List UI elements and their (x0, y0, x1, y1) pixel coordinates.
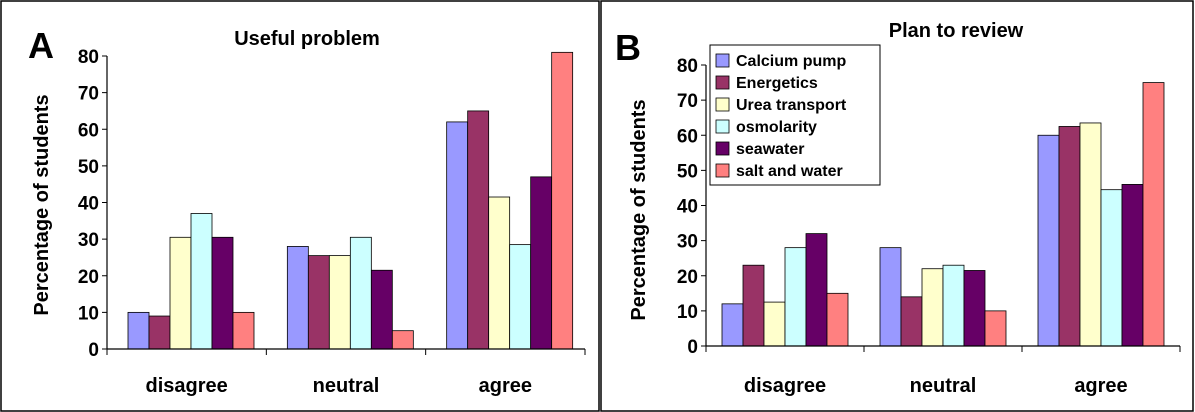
bar-b-disagree-4 (805, 233, 828, 347)
x-category-label-a: agree (479, 375, 532, 397)
legend-label-b-1: Energetics (736, 75, 818, 92)
bar-b-agree-4 (1121, 184, 1144, 347)
bar-a-agree-4 (530, 176, 553, 350)
y-tick-label-b: 10 (677, 302, 698, 323)
bar-a-agree-5 (551, 51, 574, 350)
y-tick-label-a: 80 (78, 47, 99, 68)
x-category-label-a: disagree (146, 375, 228, 397)
x-category-label-b: disagree (744, 375, 826, 397)
bar-a-disagree-2 (169, 236, 192, 350)
legend-b: Calcium pump Energetics Urea transport osmo… (709, 44, 881, 186)
y-tick-label-b: 40 (677, 197, 698, 218)
bar-b-disagree-3 (784, 247, 807, 347)
y-tick-label-b: 50 (677, 161, 698, 182)
bar-b-agree-0 (1037, 134, 1060, 347)
x-category-label-b: neutral (910, 375, 977, 397)
y-tick-label-a: 40 (78, 194, 99, 215)
bar-b-agree-1 (1058, 126, 1081, 347)
chart-panel-a: A Useful problem Percentage of students … (0, 0, 600, 412)
bar-a-disagree-3 (190, 213, 213, 350)
bar-b-agree-3 (1100, 189, 1123, 347)
chart-title-b: Plan to review (889, 20, 1024, 42)
bar-b-agree-2 (1079, 122, 1102, 347)
bar-a-neutral-4 (370, 269, 393, 350)
bar-a-disagree-1 (148, 315, 171, 350)
legend-label-b-3: osmolarity (736, 119, 817, 136)
y-axis-label-b: Percentage of students (628, 99, 650, 320)
y-tick-label-b: 30 (677, 232, 698, 253)
bar-a-agree-1 (467, 110, 490, 350)
legend-swatch-b-5 (715, 163, 730, 178)
bar-b-neutral-1 (900, 296, 923, 347)
y-tick-label-b: 70 (677, 91, 698, 112)
bar-a-disagree-5 (232, 311, 255, 350)
bar-b-agree-5 (1142, 82, 1165, 347)
y-tick-label-b: 20 (677, 267, 698, 288)
legend-label-b-5: salt and water (736, 163, 843, 180)
legend-swatch-b-1 (715, 75, 730, 90)
bar-b-disagree-5 (826, 292, 849, 347)
y-tick-label-a: 10 (78, 303, 99, 324)
plot-area-b: 0 10 20 30 40 50 60 70 80 disagree neutral agree (677, 56, 1181, 397)
bar-b-neutral-2 (921, 268, 944, 347)
legend-label-b-0: Calcium pump (736, 53, 846, 70)
y-tick-label-b: 60 (677, 126, 698, 147)
legend-swatch-b-2 (715, 97, 730, 112)
bar-b-neutral-4 (963, 270, 986, 347)
plot-area-a: 0 10 20 30 40 50 60 70 80 disagree neutral agree (78, 47, 586, 397)
bar-b-neutral-5 (984, 310, 1007, 347)
bar-a-disagree-4 (211, 236, 234, 350)
panel-label-b: B (615, 27, 641, 68)
y-tick-label-a: 50 (78, 157, 99, 178)
y-axis-label-a: Percentage of students (31, 94, 53, 315)
bar-b-disagree-1 (742, 264, 765, 347)
bar-a-neutral-2 (328, 255, 351, 350)
panel-label-a: A (28, 25, 54, 66)
legend-label-b-4: seawater (736, 141, 805, 158)
legend-swatch-b-4 (715, 141, 730, 156)
bar-a-neutral-3 (349, 236, 372, 350)
bar-b-neutral-0 (879, 247, 902, 347)
y-tick-label-b: 0 (687, 337, 698, 358)
legend-swatch-b-0 (715, 53, 730, 68)
bar-b-disagree-0 (721, 303, 744, 347)
bar-a-neutral-5 (391, 330, 414, 350)
y-tick-label-b: 80 (677, 56, 698, 77)
y-tick-label-a: 30 (78, 230, 99, 251)
y-tick-label-a: 0 (88, 340, 99, 361)
bar-b-disagree-2 (763, 301, 786, 347)
chart-panel-b: B Plan to review Percentage of students … (600, 0, 1194, 412)
chart-title-a: Useful problem (234, 28, 380, 50)
bar-a-agree-0 (446, 121, 469, 350)
y-tick-label-a: 70 (78, 84, 99, 105)
legend-label-b-2: Urea transport (736, 97, 847, 114)
legend-box-b (709, 44, 881, 186)
bar-a-neutral-1 (307, 255, 330, 350)
x-category-label-a: neutral (313, 375, 380, 397)
bar-b-neutral-3 (942, 264, 965, 347)
legend-swatch-b-3 (715, 119, 730, 134)
y-tick-label-a: 20 (78, 267, 99, 288)
bar-a-agree-3 (509, 244, 532, 350)
x-category-label-b: agree (1074, 375, 1127, 397)
bar-a-agree-2 (488, 196, 511, 350)
bar-a-disagree-0 (127, 311, 150, 350)
y-tick-label-a: 60 (78, 120, 99, 141)
bar-a-neutral-0 (286, 246, 309, 350)
